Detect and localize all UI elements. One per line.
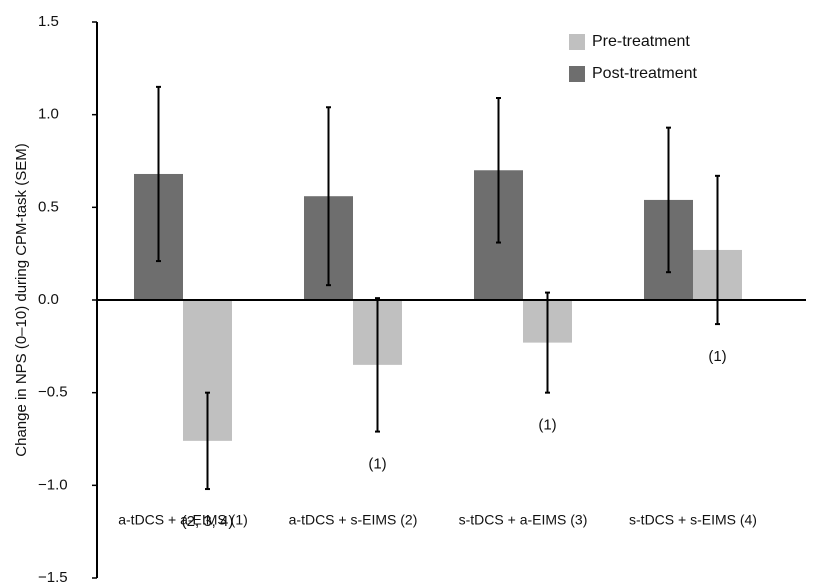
y-axis-label: Change in NPS (0–10) during CPM-task (SE… (13, 143, 30, 456)
y-tick-label: −1.0 (38, 476, 68, 493)
x-tick-label: a-tDCS + a-EIMS (1) (118, 512, 248, 528)
annotation: (1) (708, 348, 726, 365)
x-tick-label: s-tDCS + a-EIMS (3) (459, 512, 588, 528)
annotation: (1) (538, 417, 556, 434)
y-tick-label: −1.5 (38, 569, 68, 586)
y-tick-label: 0.0 (38, 291, 59, 308)
legend-swatch (569, 66, 585, 82)
legend-label: Post-treatment (592, 65, 697, 82)
y-tick-label: −0.5 (38, 384, 68, 401)
annotation: (2, 3, 4) (182, 513, 234, 530)
x-tick-label: s-tDCS + s-EIMS (4) (629, 512, 757, 528)
y-tick-label: 1.0 (38, 106, 59, 123)
annotation: (1) (368, 456, 386, 473)
y-tick-label: 1.5 (38, 13, 59, 30)
x-tick-label: a-tDCS + s-EIMS (2) (289, 512, 418, 528)
legend-label: Pre-treatment (592, 33, 690, 50)
legend-swatch (569, 34, 585, 50)
y-tick-label: 0.5 (38, 198, 59, 215)
